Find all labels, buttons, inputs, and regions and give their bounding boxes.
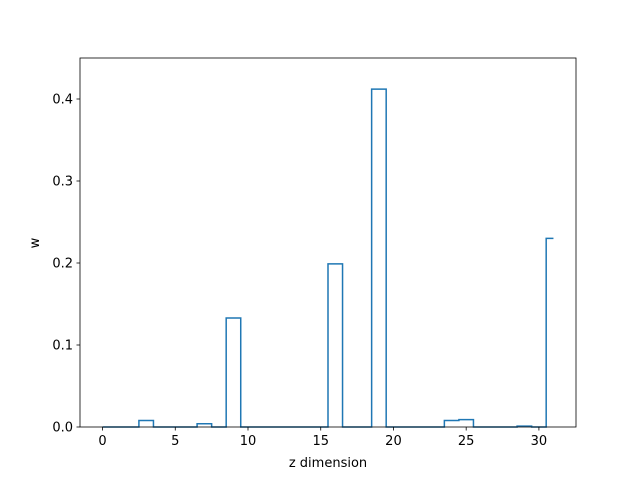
x-tick-label: 5 xyxy=(171,434,179,449)
x-tick-label: 25 xyxy=(458,434,475,449)
x-tick-label: 30 xyxy=(531,434,548,449)
x-tick-label: 0 xyxy=(98,434,106,449)
y-tick-label: 0.0 xyxy=(52,421,73,436)
axes-frame xyxy=(79,57,577,428)
x-tick-label: 20 xyxy=(385,434,402,449)
x-tick-label: 10 xyxy=(240,434,257,449)
y-axis-label: w xyxy=(28,237,43,248)
y-tick-label: 0.2 xyxy=(52,257,73,272)
y-tick-label: 0.1 xyxy=(52,339,73,354)
y-tick-label: 0.3 xyxy=(52,175,73,190)
axes: 0 5 10 15 20 25 30 0.0 0.1 0.2 0.3 0.4 xyxy=(52,57,577,449)
x-tick-label: 15 xyxy=(312,434,329,449)
x-axis-label: z dimension xyxy=(289,456,367,471)
y-tick-label: 0.4 xyxy=(52,93,73,108)
